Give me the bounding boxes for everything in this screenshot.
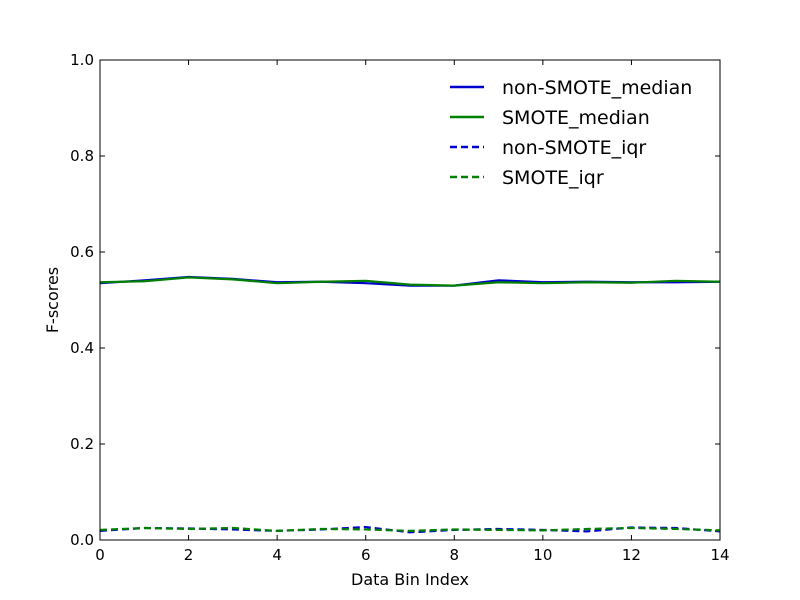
x-tick-label: 8 xyxy=(450,546,460,564)
series-line-2 xyxy=(99,276,721,287)
y-axis-ticks: 0.0 0.2 0.4 0.6 0.8 1.0 xyxy=(70,51,720,549)
x-axis-label: Data Bin Index xyxy=(351,570,469,589)
y-tick-label: 0.6 xyxy=(70,243,94,261)
y-tick-label: 0.0 xyxy=(70,531,94,549)
x-tick-label: 0 xyxy=(95,546,105,564)
x-tick-label: 4 xyxy=(272,546,282,564)
legend-label-4: SMOTE_iqr xyxy=(502,167,604,189)
x-tick-label: 10 xyxy=(533,546,552,564)
legend-label-1: non-SMOTE_median xyxy=(502,77,692,99)
legend-label-3: non-SMOTE_iqr xyxy=(502,137,646,159)
series-line-4 xyxy=(99,526,721,532)
x-tick-label: 14 xyxy=(710,546,729,564)
plot-frame xyxy=(99,59,721,541)
y-tick-label: 0.2 xyxy=(70,435,94,453)
y-axis-label: F-scores xyxy=(43,267,62,333)
y-tick-label: 1.0 xyxy=(70,51,94,69)
x-tick-label: 6 xyxy=(361,546,371,564)
y-tick-label: 0.4 xyxy=(70,339,94,357)
x-tick-label: 12 xyxy=(622,546,641,564)
x-tick-label: 2 xyxy=(184,546,194,564)
y-tick-label: 0.8 xyxy=(70,147,94,165)
x-axis-ticks: 0 2 4 6 8 10 12 14 xyxy=(95,60,730,564)
legend-label-2: SMOTE_median xyxy=(502,107,650,129)
legend: non-SMOTE_median SMOTE_median non-SMOTE_iq… xyxy=(450,77,692,189)
plot-lines xyxy=(99,275,721,534)
